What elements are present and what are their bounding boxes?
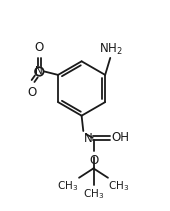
Text: CH$_3$: CH$_3$ bbox=[57, 179, 79, 193]
Text: CH$_3$: CH$_3$ bbox=[83, 187, 104, 201]
Text: O: O bbox=[89, 154, 98, 168]
Text: NH$_2$: NH$_2$ bbox=[99, 41, 123, 57]
Text: N: N bbox=[36, 66, 43, 77]
Text: N: N bbox=[84, 132, 92, 145]
Text: OH: OH bbox=[111, 131, 129, 144]
Text: CH$_3$: CH$_3$ bbox=[108, 179, 130, 193]
Text: O: O bbox=[35, 41, 44, 54]
Text: O: O bbox=[27, 86, 36, 99]
